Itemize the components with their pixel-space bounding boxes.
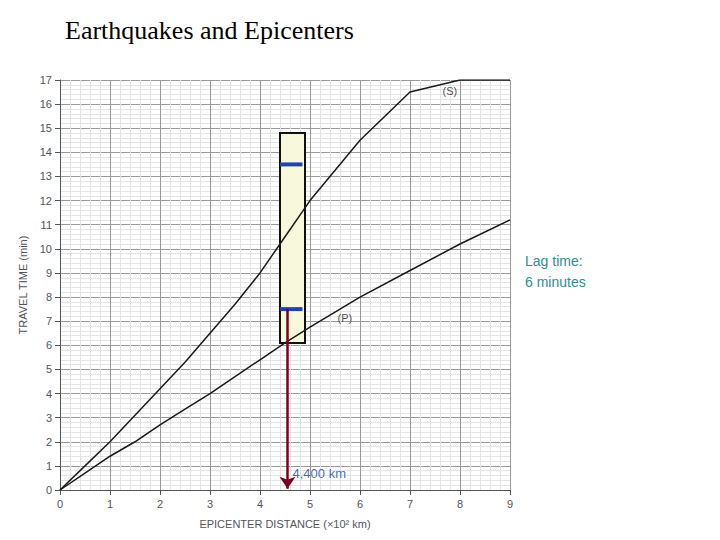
- svg-text:0: 0: [46, 484, 52, 496]
- svg-text:3: 3: [46, 412, 52, 424]
- svg-text:16: 16: [40, 98, 52, 110]
- svg-text:5: 5: [46, 363, 52, 375]
- svg-text:2: 2: [46, 436, 52, 448]
- svg-text:7: 7: [407, 498, 413, 510]
- svg-text:9: 9: [507, 498, 513, 510]
- svg-text:1: 1: [46, 460, 52, 472]
- svg-text:6: 6: [357, 498, 363, 510]
- svg-text:6 minutes: 6 minutes: [525, 274, 586, 290]
- svg-text:4: 4: [46, 388, 52, 400]
- svg-text:17: 17: [40, 74, 52, 86]
- svg-text:Lag time:: Lag time:: [525, 253, 583, 269]
- svg-text:4,400 km: 4,400 km: [293, 466, 346, 481]
- svg-text:6: 6: [46, 339, 52, 351]
- svg-text:7: 7: [46, 315, 52, 327]
- svg-text:15: 15: [40, 122, 52, 134]
- svg-text:TRAVEL TIME (min): TRAVEL TIME (min): [17, 236, 29, 335]
- svg-text:13: 13: [40, 170, 52, 182]
- svg-text:2: 2: [157, 498, 163, 510]
- svg-text:10: 10: [40, 243, 52, 255]
- svg-text:0: 0: [57, 498, 63, 510]
- svg-text:8: 8: [46, 291, 52, 303]
- svg-text:EPICENTER DISTANCE (×10² km): EPICENTER DISTANCE (×10² km): [199, 518, 370, 530]
- svg-text:14: 14: [40, 146, 52, 158]
- svg-text:(S): (S): [443, 85, 458, 97]
- svg-text:8: 8: [457, 498, 463, 510]
- svg-text:12: 12: [40, 195, 52, 207]
- svg-text:(P): (P): [338, 312, 353, 324]
- svg-text:5: 5: [307, 498, 313, 510]
- svg-text:3: 3: [207, 498, 213, 510]
- svg-text:9: 9: [46, 267, 52, 279]
- svg-text:4: 4: [257, 498, 263, 510]
- svg-text:1: 1: [107, 498, 113, 510]
- svg-text:11: 11: [41, 219, 52, 231]
- svg-text:Earthquakes and Epicenters: Earthquakes and Epicenters: [65, 16, 354, 45]
